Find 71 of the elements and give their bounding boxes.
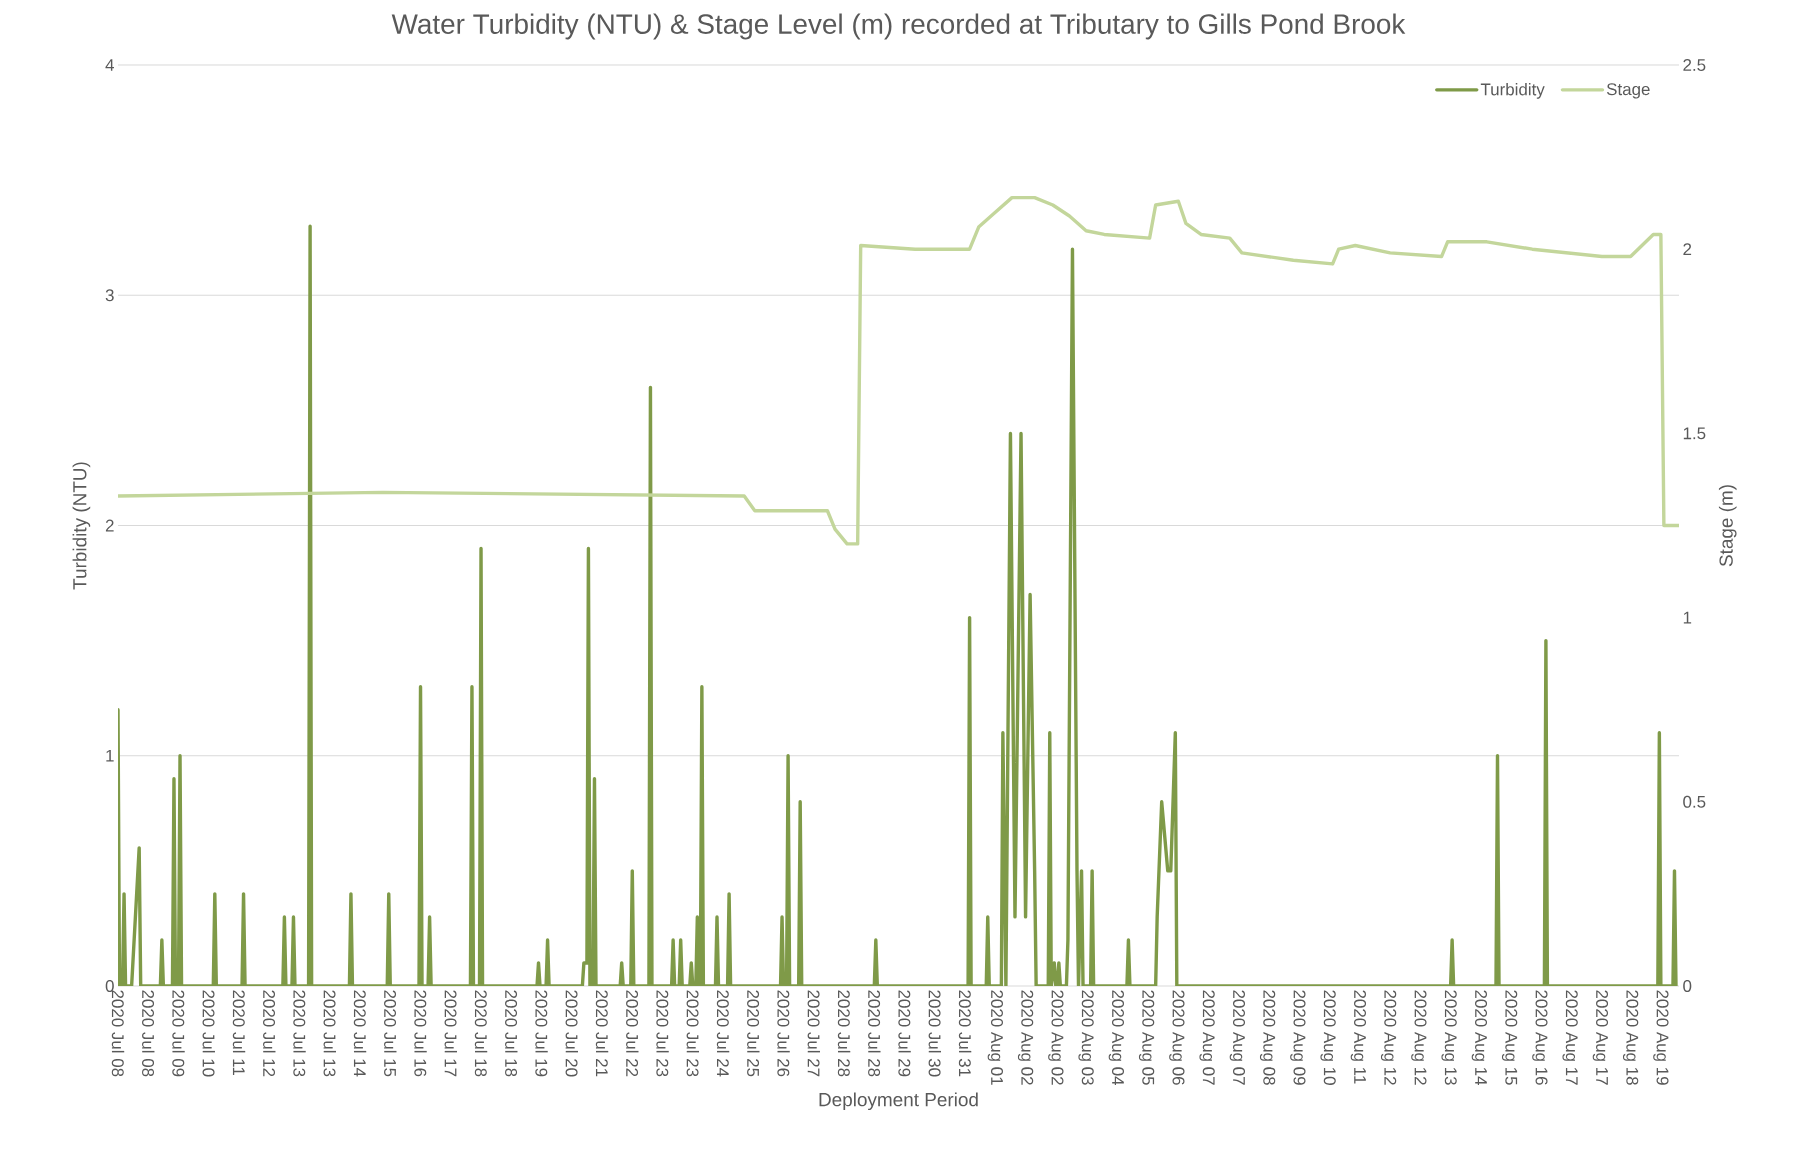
x-tick-label: 2020 Jul 28 — [837, 990, 851, 1077]
legend-label: Stage — [1606, 83, 1650, 99]
x-tick-label: 2020 Jul 11 — [232, 990, 246, 1075]
x-tick-label: 2020 Jul 31 — [958, 990, 972, 1077]
x-tick-label: 2020 Jul 16 — [414, 990, 427, 1077]
x-tick-label: 2020 Aug 19 — [1653, 990, 1669, 1085]
x-tick-label: 2020 Jul 23 — [686, 990, 700, 1077]
x-tick-label: 2020 Aug 03 — [1078, 990, 1094, 1085]
x-tick-label: 2020 Aug 18 — [1622, 990, 1639, 1085]
x-tick-label: 2020 Jul 30 — [928, 990, 942, 1077]
x-tick-label: 2020 Aug 14 — [1471, 990, 1488, 1086]
x-tick-label: 2020 Jul 09 — [172, 990, 185, 1077]
x-tick-label: 2020 Aug 04 — [1108, 990, 1124, 1086]
x-tick-label: 2020 Jul 10 — [202, 990, 215, 1077]
x-tick-label: 2020 Jul 18 — [505, 990, 518, 1077]
x-tick-label: 2020 Jul 23 — [656, 990, 669, 1077]
line-series — [118, 195, 1680, 546]
x-tick-label: 2020 Aug 02 — [1048, 990, 1064, 1085]
x-tick-label: 2020 Jul 26 — [777, 990, 790, 1077]
y-axis-title: Turbidity (NTU) — [72, 462, 91, 590]
y2-tick-label: 0.5 — [1683, 795, 1706, 808]
chart-title: Water Turbidity (NTU) & Stage Level (m) recorded at Tributary to Gills Pond Brook — [391, 13, 1406, 40]
y-tick-label: 3 — [105, 289, 114, 302]
x-tick-label: 2020 Aug 13 — [1441, 990, 1457, 1085]
x-tick-label: 2020 Aug 12 — [1380, 990, 1397, 1085]
x-tick-label: 2020 Jul 22 — [626, 990, 639, 1077]
x-tick-label: 2020 Aug 16 — [1532, 990, 1548, 1085]
legend-label: Turbidity — [1480, 82, 1545, 99]
x-tick-label: 2020 Jul 24 — [716, 990, 730, 1077]
x-tick-label: 2020 Aug 10 — [1320, 990, 1336, 1085]
x-tick-label: 2020 Aug 08 — [1259, 990, 1276, 1085]
x-tick-label: 2020 Aug 02 — [1017, 990, 1034, 1085]
x-tick-label: 2020 Jul 21 — [595, 990, 609, 1077]
x-tick-label: 2020 Jul 29 — [898, 990, 911, 1077]
x-tick-label: 2020 Aug 17 — [1562, 990, 1578, 1085]
x-tick-label: 2020 Aug 11 — [1350, 990, 1367, 1084]
x-tick-label: 2020 Jul 18 — [474, 990, 488, 1077]
x-axis-title: Deployment Period — [819, 1092, 978, 1111]
x-tick-label: 2020 Jul 17 — [444, 990, 457, 1077]
x-tick-label: 2020 Aug 07 — [1229, 990, 1246, 1085]
x-tick-label: 2020 Jul 08 — [111, 990, 125, 1077]
x-tick-label: 2020 Aug 15 — [1501, 990, 1518, 1085]
x-tick-label: 2020 Aug 09 — [1290, 990, 1306, 1085]
x-tick-label: 2020 Jul 20 — [565, 990, 578, 1077]
x-tick-label: 2020 Jul 19 — [535, 990, 548, 1077]
y2-tick-label: 0 — [1683, 980, 1692, 992]
x-tick-label: 2020 Jul 15 — [384, 990, 397, 1077]
y2-tick-label: 2 — [1683, 243, 1692, 256]
y2-axis-title: Stage (m) — [1718, 485, 1737, 567]
y-tick-label: 4 — [105, 59, 114, 71]
x-tick-label: 2020 Jul 13 — [323, 990, 336, 1077]
x-tick-label: 2020 Jul 13 — [293, 990, 306, 1077]
x-tick-label: 2020 Aug 17 — [1592, 990, 1609, 1085]
x-tick-label: 2020 Aug 07 — [1199, 990, 1215, 1085]
y-tick-label: 1 — [106, 749, 114, 762]
x-tick-label: 2020 Jul 08 — [142, 990, 155, 1077]
x-tick-label: 2020 Jul 28 — [868, 990, 881, 1077]
x-tick-label: 2020 Aug 12 — [1411, 990, 1427, 1085]
y2-tick-label: 2.5 — [1683, 58, 1706, 71]
line-series — [118, 224, 1678, 986]
x-tick-label: 2020 Aug 01 — [987, 990, 1003, 1085]
x-tick-label: 2020 Jul 25 — [747, 990, 760, 1077]
x-tick-label: 2020 Aug 05 — [1138, 990, 1155, 1085]
x-tick-label: 2020 Aug 06 — [1169, 990, 1185, 1085]
x-tick-label: 2020 Jul 14 — [353, 990, 367, 1077]
y2-tick-label: 1 — [1683, 611, 1692, 624]
y2-tick-label: 1.5 — [1683, 427, 1706, 440]
x-tick-label: 2020 Jul 27 — [807, 990, 821, 1077]
y-tick-label: 2 — [105, 519, 114, 532]
y-tick-label: 0 — [105, 980, 114, 992]
x-tick-label: 2020 Jul 12 — [263, 990, 276, 1077]
